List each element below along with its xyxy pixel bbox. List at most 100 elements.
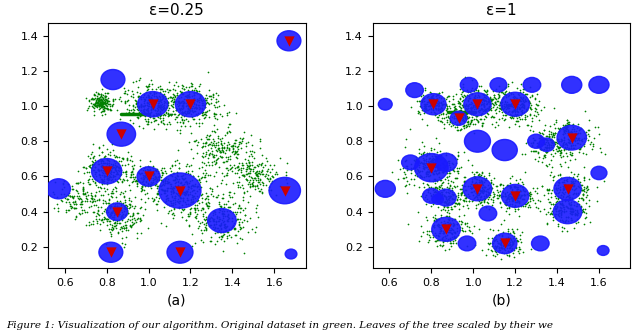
Point [460, 187, 470, 192]
Point [237, 172, 248, 178]
Point [472, 118, 483, 123]
Point [97, 163, 108, 168]
Point [522, 106, 532, 111]
Point [97, 98, 107, 103]
Point [563, 182, 573, 188]
Point [123, 162, 133, 167]
Point [507, 187, 517, 193]
Point [122, 219, 132, 224]
Point [191, 215, 202, 220]
Point [579, 184, 589, 189]
Point [554, 125, 564, 130]
Point [168, 99, 178, 105]
Point [112, 210, 122, 215]
Point [172, 176, 182, 182]
Point [456, 165, 467, 170]
Point [260, 182, 271, 187]
Point [475, 179, 485, 184]
Point [186, 162, 196, 167]
Point [435, 213, 445, 218]
Point [95, 102, 105, 108]
Point [457, 227, 467, 232]
Point [62, 197, 72, 202]
Point [487, 121, 497, 126]
Point [570, 138, 580, 143]
Point [246, 166, 256, 171]
Point [545, 161, 555, 166]
Point [451, 175, 461, 181]
Point [88, 167, 98, 173]
Point [433, 98, 444, 103]
Point [107, 227, 117, 233]
Point [188, 193, 198, 198]
Point [424, 98, 434, 104]
Point [98, 200, 108, 206]
Point [465, 118, 476, 123]
Point [507, 100, 517, 106]
Point [244, 179, 254, 185]
Point [520, 204, 531, 209]
Point [528, 149, 538, 154]
Point [104, 165, 114, 170]
Point [141, 106, 152, 111]
Point [559, 209, 570, 214]
Point [460, 106, 470, 112]
Point [209, 218, 219, 224]
Point [111, 189, 121, 194]
Point [96, 167, 106, 173]
Point [508, 240, 518, 246]
Point [561, 126, 572, 131]
Point [459, 178, 469, 183]
Point [495, 200, 505, 205]
Point [143, 102, 154, 107]
Point [106, 203, 116, 208]
Point [87, 95, 97, 100]
Point [541, 145, 551, 151]
Point [495, 107, 506, 112]
Point [452, 149, 463, 155]
Point [506, 237, 516, 242]
Point [539, 206, 549, 212]
Point [192, 183, 202, 188]
Point [92, 220, 102, 225]
Point [442, 174, 452, 180]
Point [204, 201, 214, 206]
Point [477, 198, 487, 203]
Point [177, 85, 187, 91]
Point [193, 183, 203, 188]
Point [94, 168, 104, 173]
Point [205, 218, 215, 223]
Point [235, 210, 245, 215]
Point [100, 100, 110, 105]
Circle shape [450, 111, 467, 125]
Point [248, 184, 258, 189]
Point [425, 99, 435, 104]
Point [430, 157, 440, 163]
Point [556, 138, 566, 144]
Point [244, 160, 254, 165]
Point [105, 103, 115, 108]
Point [100, 96, 111, 101]
Point [90, 192, 100, 197]
Point [456, 190, 466, 196]
Point [187, 200, 197, 205]
Point [189, 95, 199, 100]
Point [567, 140, 577, 146]
Point [138, 104, 148, 109]
Point [97, 217, 107, 223]
Point [494, 193, 504, 198]
Point [445, 221, 455, 226]
Point [222, 112, 232, 118]
Point [488, 190, 499, 195]
Point [97, 176, 107, 181]
Point [556, 176, 566, 181]
Point [420, 163, 430, 168]
Point [436, 219, 446, 224]
Point [520, 201, 531, 206]
Point [188, 110, 198, 115]
Point [440, 237, 450, 243]
Point [197, 174, 207, 179]
Point [431, 238, 442, 244]
Point [143, 121, 154, 127]
Point [129, 176, 140, 181]
